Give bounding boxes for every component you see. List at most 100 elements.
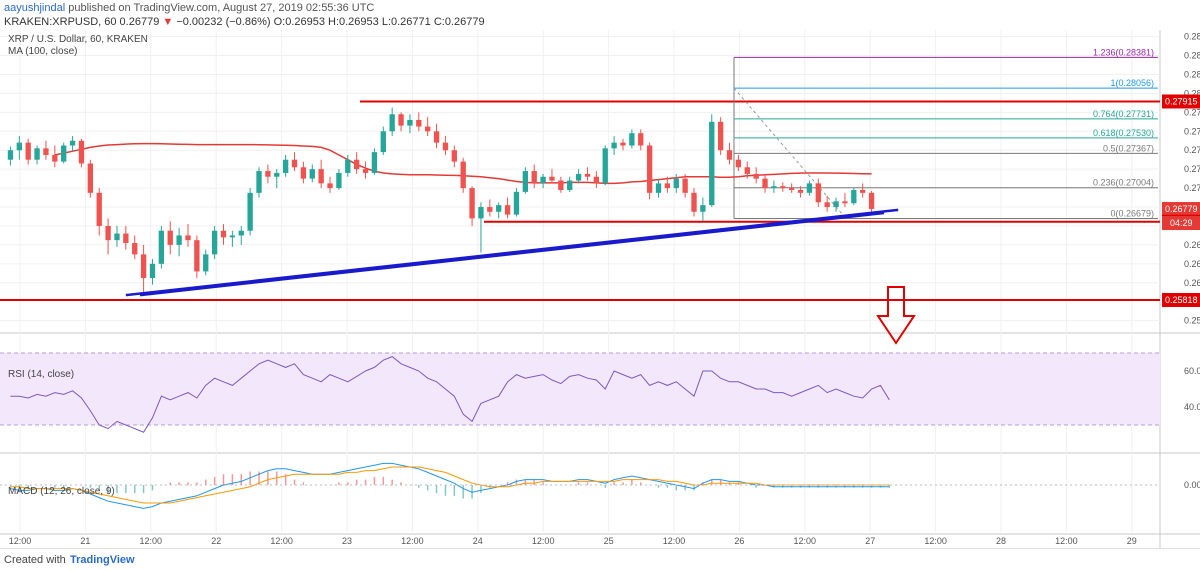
fib-level-label: 0.5(0.27367) [1103, 143, 1154, 153]
candle-body [806, 183, 813, 193]
candle-body [673, 178, 679, 189]
candle-body [549, 176, 555, 181]
candle-body [185, 235, 191, 241]
candle-body [868, 192, 875, 209]
y-tick-label: 0.28400 [1184, 51, 1200, 61]
candle-body [96, 192, 102, 226]
price-change: −0.00232 (−0.86%) [176, 16, 271, 28]
candle-body [194, 240, 200, 272]
x-tick-label: 12:00 [794, 536, 817, 546]
publish-text: published on TradingView.com, August 27,… [65, 2, 375, 14]
candle-body [504, 205, 511, 215]
price-label-bg [1162, 293, 1200, 308]
candle-body [700, 205, 706, 212]
candle-body [646, 145, 653, 193]
candle-body [34, 148, 40, 160]
candle-body [717, 121, 724, 151]
candle-body [362, 169, 369, 173]
candle-body [602, 148, 608, 184]
x-tick-label: 22 [211, 536, 221, 546]
candle-body [451, 150, 457, 162]
x-tick-label: 12:00 [9, 536, 32, 546]
trendline-extension [139, 211, 885, 297]
y-tick-label: 0.26000 [1184, 278, 1200, 288]
candle-body [43, 148, 49, 155]
candle-body [433, 131, 440, 143]
y-tick-label: 0.28000 [1184, 88, 1200, 98]
candle-body [753, 173, 759, 179]
candle-body [860, 189, 866, 193]
candle-body [354, 159, 360, 170]
candle-body [78, 140, 85, 164]
x-tick-label: 12:00 [663, 536, 686, 546]
candle-body [478, 207, 484, 219]
candle-body [851, 189, 857, 204]
y-tick-label: 0.28200 [1184, 69, 1200, 79]
author-link[interactable]: aayushjindal [4, 2, 66, 14]
x-tick-label: 12:00 [924, 536, 947, 546]
tradingview-logo[interactable]: TradingView [70, 554, 135, 566]
x-tick-label: 25 [604, 536, 614, 546]
candle-body [238, 230, 244, 236]
candle-body [416, 119, 422, 127]
candle-body [176, 235, 182, 245]
candle-body [771, 186, 777, 189]
rsi-legend: RSI (14, close) [8, 369, 75, 380]
candle-body [123, 233, 129, 244]
x-tick-label: 23 [342, 536, 352, 546]
fib-level-label: 1(0.28056) [1110, 78, 1154, 88]
candle-body [593, 176, 600, 184]
candle-body [558, 180, 564, 190]
x-tick-label: 12:00 [401, 536, 424, 546]
x-tick-label: 12:00 [140, 536, 163, 546]
candle-body [211, 230, 218, 255]
candle-body [726, 150, 733, 160]
candle-body [780, 186, 786, 189]
footer: Created with TradingView [0, 548, 1200, 570]
x-tick-label: 27 [865, 536, 875, 546]
candle-body [629, 133, 635, 146]
candle-body [282, 159, 289, 173]
last-price: 0.26779 [119, 16, 160, 28]
macd-legend: MACD (12, 26, close, 9) [8, 486, 115, 497]
candle-body [16, 142, 22, 151]
candle-body [744, 167, 750, 174]
candle-body [345, 159, 351, 173]
candle-body [220, 230, 227, 238]
y-tick-label: 0.27600 [1184, 126, 1200, 136]
price-label: 0.27915 [1165, 96, 1198, 106]
candle-body [380, 131, 386, 153]
rsi-band [0, 353, 1160, 425]
y-tick-label: 0.26400 [1184, 240, 1200, 250]
candle-body [797, 189, 804, 193]
chart-frame[interactable]: 0.28600 0.28400 0.28200 0.28000 0.27800 0.276… [0, 30, 1200, 548]
candle-body [69, 140, 76, 146]
fib-trend-dashed [733, 87, 847, 219]
chart-canvas[interactable]: 0.28600 0.28400 0.28200 0.28000 0.27800 0.276… [0, 30, 1200, 548]
candle-body [442, 142, 449, 151]
candle-body [105, 225, 111, 241]
candle-body [336, 172, 342, 189]
ohlc-values: O:0.26953 H:0.26953 L:0.26771 C:0.26779 [273, 16, 485, 28]
x-tick-label: 24 [473, 536, 483, 546]
x-tick-label: 26 [734, 536, 744, 546]
price-label: 0.26779 [1165, 204, 1198, 214]
symbol: KRAKEN:XRPUSD, 60 [4, 16, 117, 28]
candle-body [842, 201, 848, 204]
candle-body [389, 114, 395, 132]
candle-body [407, 119, 413, 126]
countdown-label: 04:29 [1170, 218, 1193, 228]
footer-created: Created with [4, 554, 66, 566]
candle-body [815, 183, 821, 203]
y-tick-label: 0.27800 [1184, 107, 1200, 117]
candle-body [274, 172, 280, 177]
candle-body [203, 254, 209, 272]
price-label: 0.25818 [1165, 295, 1198, 305]
fib-level-label: 0(0.26679) [1110, 208, 1154, 218]
candle-body [522, 171, 528, 192]
chart-header: aayushjindal published on TradingView.co… [0, 0, 1200, 30]
candle-body [709, 121, 715, 206]
candle-body [531, 171, 537, 184]
candle-body [265, 171, 271, 177]
y-tick-label: 0.25600 [1184, 316, 1200, 326]
